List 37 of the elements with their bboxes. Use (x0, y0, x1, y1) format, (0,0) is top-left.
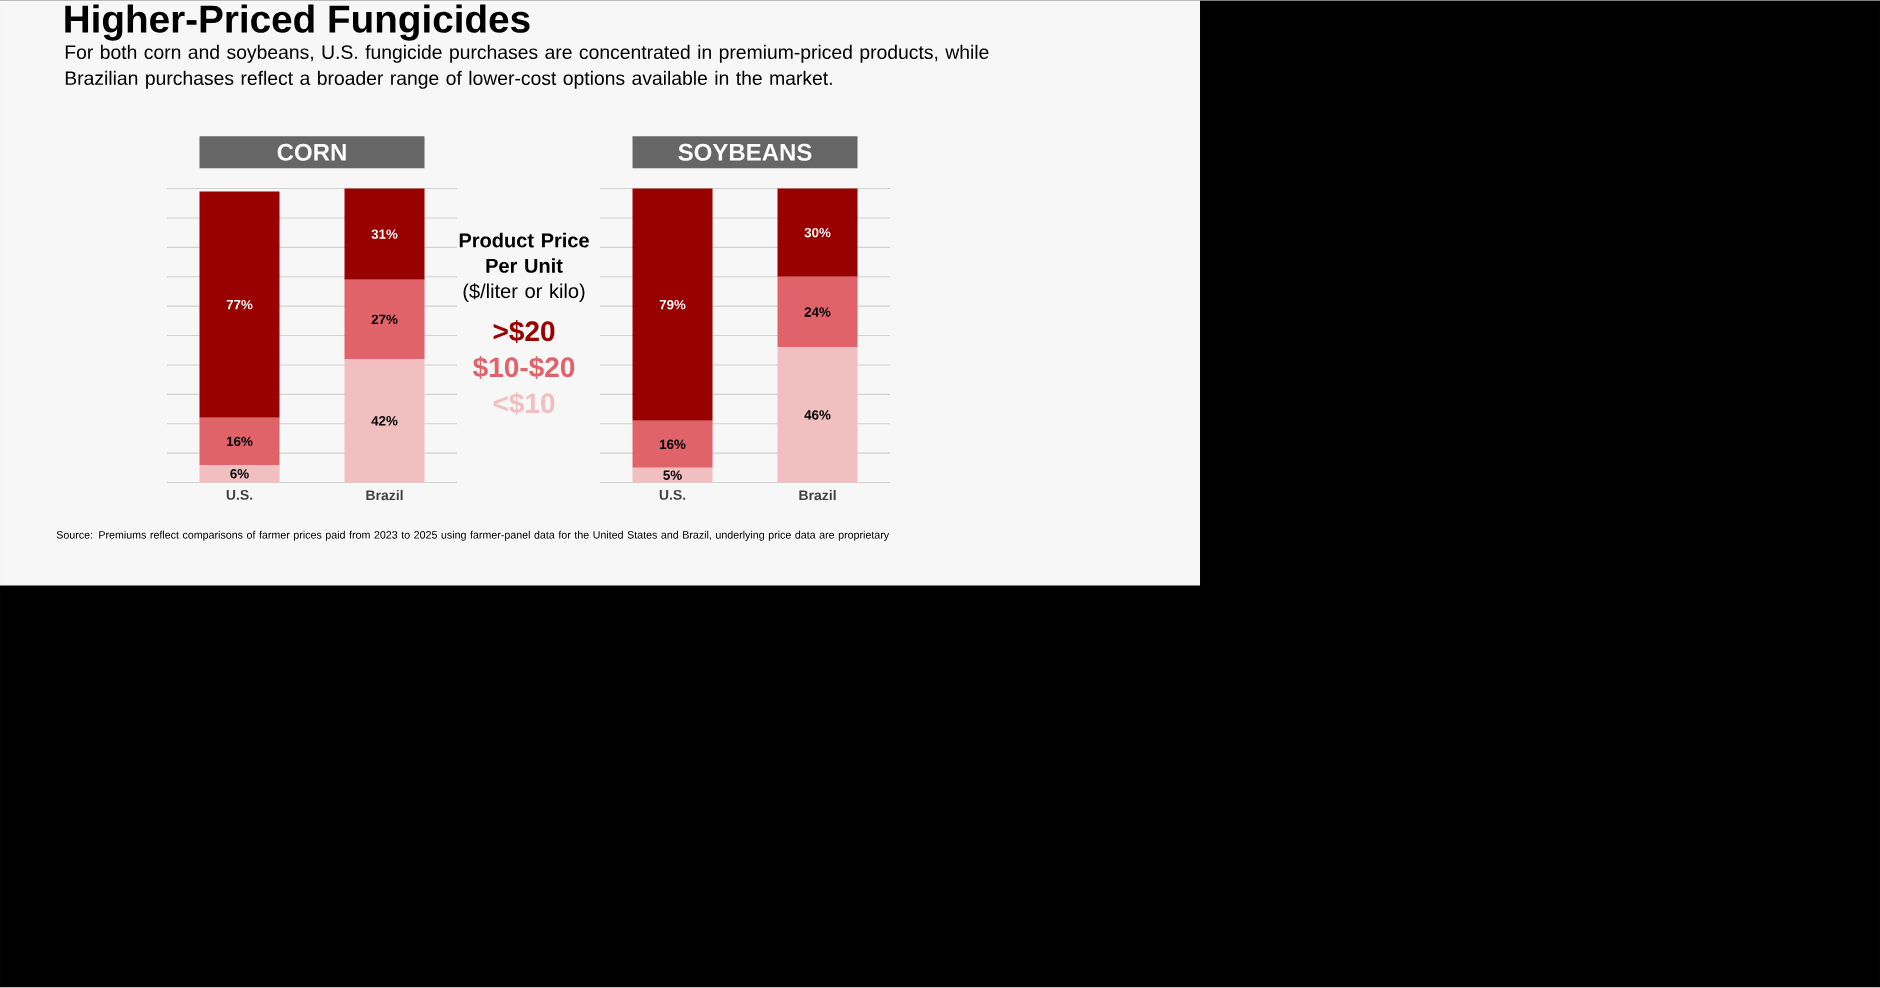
source-note: Source: Premiums reflect comparisons of farmer prices paid from 2023 to 2025 using farmer-panel data for the United States and Brazil, underlying price data are proprietary (56, 531, 890, 541)
text: <$10 (493, 392, 555, 416)
data-label: 5% (663, 470, 682, 481)
chart-title: SOYBEANS (678, 143, 812, 161)
bar (344, 188, 425, 280)
data-label: 16% (227, 436, 253, 447)
bar (344, 279, 425, 360)
bar (199, 418, 280, 466)
text: For both corn and soybeans, U.S. fungicide purchases are concentrated in premium-priced products, while Brazilian purchases reflect a broader range of lower-cost options available in the market. (65, 45, 989, 90)
bar (199, 191, 280, 419)
x-tick-label: U.S. (659, 490, 686, 501)
data-label: 24% (804, 307, 831, 317)
legend-title: Product Price Per Unit ($/liter or kilo) (459, 233, 589, 303)
data-label: 27% (371, 314, 398, 325)
chart-title: CORN (277, 143, 346, 161)
text: >$20 (493, 320, 555, 344)
bar (777, 347, 858, 483)
bar (632, 468, 713, 483)
x-tick-label: Brazil (366, 490, 403, 501)
bar (344, 359, 425, 483)
data-label: 6% (230, 469, 249, 479)
data-label: 42% (371, 416, 398, 426)
x-tick-label: Brazil (799, 490, 836, 501)
data-label: 46% (804, 410, 831, 420)
data-label: 77% (226, 300, 253, 310)
data-label: 31% (371, 229, 398, 240)
bar (777, 188, 858, 277)
bar (632, 421, 713, 469)
x-tick-label: U.S. (226, 490, 253, 501)
series-label: $10-$20 (473, 356, 575, 380)
data-label: 30% (804, 228, 831, 238)
data-label: 79% (659, 300, 686, 310)
text: Higher-Priced Fungicides (65, 4, 530, 41)
data-label: 16% (660, 439, 686, 450)
bar (199, 465, 280, 483)
bar (777, 276, 858, 348)
bar (632, 188, 713, 422)
